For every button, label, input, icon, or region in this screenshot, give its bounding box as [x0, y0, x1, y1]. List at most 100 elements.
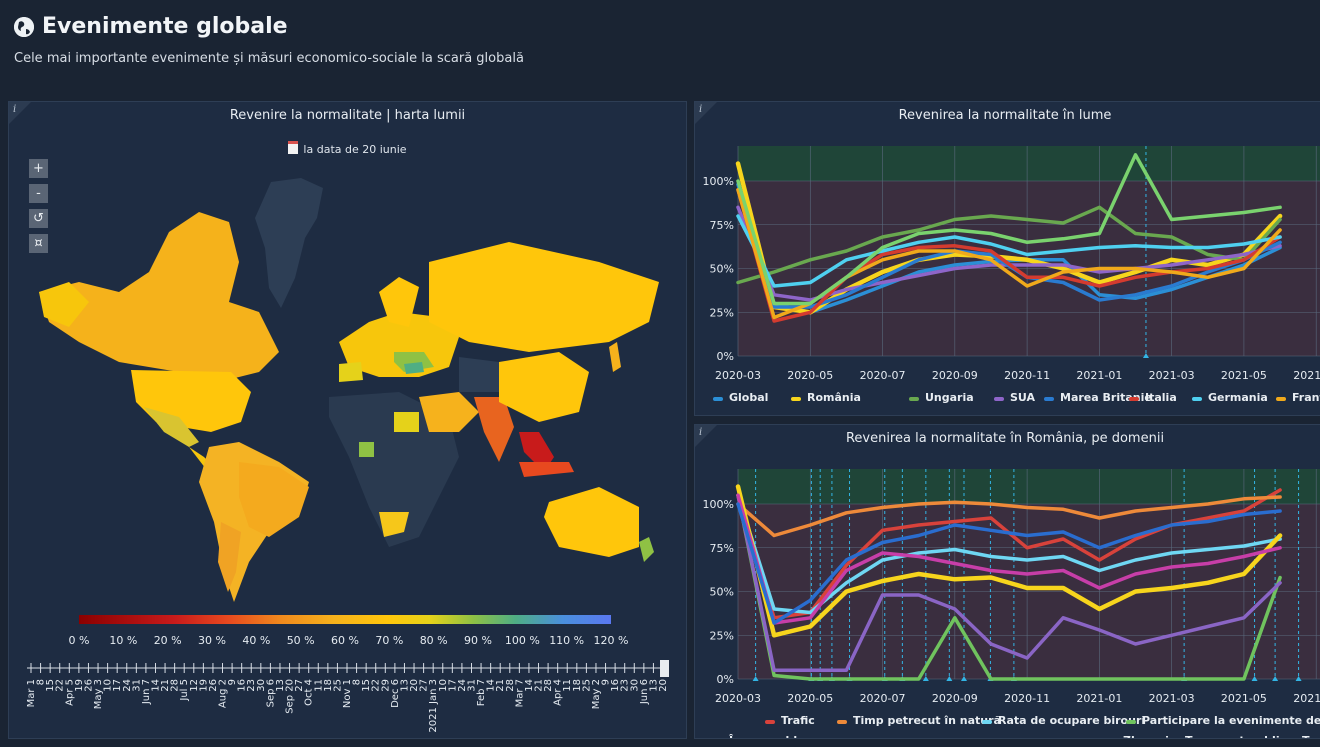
legend-label[interactable]: Trafic	[781, 714, 815, 727]
series-line[interactable]	[736, 493, 1282, 673]
timeline-label: May 3	[93, 679, 104, 709]
event-marker-arrow[interactable]	[1272, 676, 1279, 681]
reset-zoom-button[interactable]: ↺	[29, 209, 48, 228]
legend-label[interactable]: Timp petrecut în natură	[853, 714, 1001, 727]
timeline-label: Oct 4	[304, 679, 315, 706]
colorscale-tick-label: 100 %	[505, 634, 540, 647]
series-line[interactable]	[736, 502, 1282, 625]
legend-swatch[interactable]	[1276, 397, 1286, 401]
timeline-label: Mar 7	[514, 679, 525, 707]
timeline-label: 24	[122, 679, 133, 692]
legend-swatch[interactable]	[1192, 397, 1202, 401]
timeline-label: Apr 4	[553, 679, 564, 706]
info-icon[interactable]: i	[13, 104, 17, 115]
colorscale-tick-label: 0 %	[69, 634, 89, 647]
legend-label[interactable]: Transport public	[1185, 734, 1286, 738]
legend-label[interactable]: Franța	[1292, 391, 1320, 404]
legend-swatch[interactable]	[909, 397, 919, 401]
event-marker-arrow[interactable]	[1142, 353, 1149, 358]
romania-line-chart[interactable]: 0% 25% 50% 75% 100% 2020-03 2020-05 2020-07 2020…	[695, 425, 1320, 738]
legend-swatch[interactable]	[1126, 720, 1136, 724]
x-tick-label: 2020-05	[787, 369, 833, 382]
world-map[interactable]	[9, 102, 686, 738]
x-tick-label: 2020-03	[715, 369, 761, 382]
africa	[329, 392, 459, 547]
series-line[interactable]	[736, 495, 1282, 538]
timeline-label: 14	[150, 679, 161, 692]
event-marker-arrow[interactable]	[922, 676, 929, 681]
timeline-label: 14	[486, 679, 497, 692]
legend-label[interactable]: Participare la evenimente de sport	[1142, 714, 1320, 727]
event-marker-arrow[interactable]	[946, 676, 953, 681]
legend-swatch[interactable]	[994, 397, 1004, 401]
legend-swatch[interactable]	[837, 720, 847, 724]
timeline-label: 10	[103, 679, 114, 692]
legend-label[interactable]: Zboruri	[1123, 734, 1169, 738]
legend-label[interactable]: În ansamblu	[729, 734, 805, 738]
timeline-label: 18	[572, 679, 583, 692]
legend-label[interactable]: Rata de ocupare birouri	[998, 714, 1145, 727]
legend-label[interactable]: SUA	[1010, 391, 1036, 404]
series-line[interactable]	[736, 153, 1282, 306]
timeline-label: 25	[581, 679, 592, 692]
legend-label[interactable]: Germania	[1208, 391, 1268, 404]
timeline-label: Jul 5	[179, 679, 190, 702]
x-tick-label: 2020-07	[860, 692, 906, 705]
china	[499, 352, 589, 422]
event-marker-arrow[interactable]	[960, 676, 967, 681]
timeline-label: 28	[170, 679, 181, 692]
series-line[interactable]	[736, 493, 1282, 615]
timeline-handle[interactable]	[660, 660, 669, 677]
timeline-label: 8	[36, 679, 47, 685]
y-tick-label: 75%	[710, 219, 734, 232]
series-line[interactable]	[735, 484, 1283, 638]
legend-label[interactable]: Global	[729, 391, 768, 404]
x-tick-label: 2021-01	[1076, 692, 1122, 705]
legend-label[interactable]: Italia	[1145, 391, 1177, 404]
map-date-label: la data de 20 iunie	[9, 141, 686, 156]
world-line-chart[interactable]: 0% 25% 50% 75% 100% 2020-03 2020-05 2020-07 2020…	[695, 102, 1320, 415]
series-line[interactable]	[736, 493, 1282, 625]
legend-swatch[interactable]	[1129, 397, 1139, 401]
legend-label[interactable]: Marea Britanie	[1060, 391, 1152, 404]
panel-corner	[695, 425, 717, 447]
legend-swatch[interactable]	[1044, 397, 1054, 401]
x-tick-label: 2021-03	[1149, 369, 1195, 382]
info-icon[interactable]: i	[699, 104, 703, 115]
series-line[interactable]	[736, 493, 1282, 681]
series-line[interactable]	[736, 188, 1282, 323]
colorscale-tick-label: 120 %	[594, 634, 629, 647]
zoom-out-button[interactable]: -	[29, 184, 48, 203]
fit-map-button[interactable]: ¤	[29, 234, 48, 253]
india	[474, 397, 514, 462]
series-line[interactable]	[736, 214, 1282, 288]
legend-swatch[interactable]	[713, 397, 723, 401]
legend-swatch[interactable]	[982, 720, 992, 724]
timeline-label: 29	[380, 679, 391, 692]
legend-label[interactable]: Ungaria	[925, 391, 974, 404]
zoom-in-button[interactable]: +	[29, 159, 48, 178]
legend-label[interactable]: România	[807, 391, 861, 404]
legend-swatch[interactable]	[765, 720, 775, 724]
timeline-label: 26	[83, 679, 94, 692]
event-marker-arrow[interactable]	[1295, 676, 1302, 681]
timeline-label: 15	[361, 679, 372, 692]
timeline-label: 10	[438, 679, 449, 692]
x-tick-label: 2021-05	[1221, 369, 1267, 382]
timeline-label: 22	[55, 679, 66, 692]
x-tick-label: 2021-07	[1293, 692, 1320, 705]
colorscale-tick-label: 110 %	[549, 634, 584, 647]
event-marker-arrow[interactable]	[752, 676, 759, 681]
info-icon[interactable]: i	[699, 427, 703, 438]
nigeria	[359, 442, 374, 457]
alaska	[39, 282, 89, 327]
event-marker-arrow[interactable]	[1251, 676, 1258, 681]
legend-swatch[interactable]	[791, 397, 801, 401]
legend-label[interactable]: Trafi	[1302, 734, 1320, 738]
series-line[interactable]	[736, 182, 1282, 315]
world-map-panel: i Revenire la normalitate | harta lumii …	[8, 101, 687, 739]
timeline-label: 9	[601, 679, 612, 685]
timeline-label: 17	[447, 679, 458, 692]
timeline-label: 31	[466, 679, 477, 692]
